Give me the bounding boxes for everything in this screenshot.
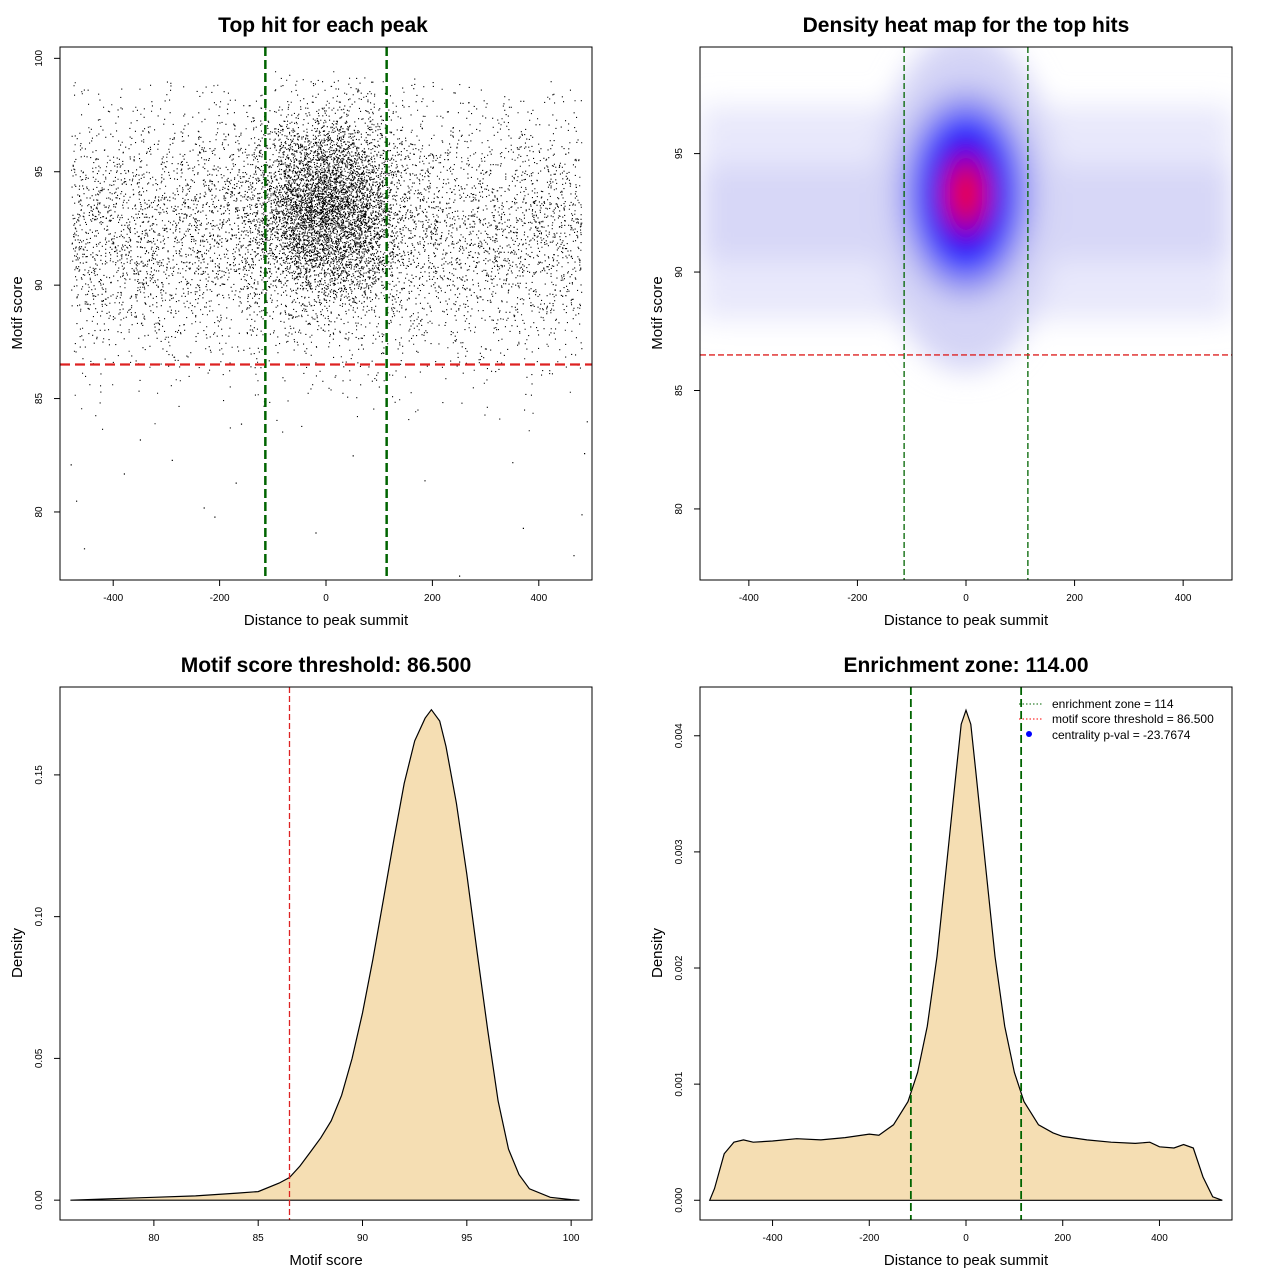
x-tick-label: 0 [323,593,329,604]
y-axis-label: Density [649,927,666,978]
y-tick-label: 85 [674,384,685,396]
legend-label: centrality p-val = -23.7674 [1052,728,1191,742]
y-tick-label: 0.15 [34,765,45,785]
panel-distance-density: Enrichment zone: 114.00 -400 -200 0 200 400 0… [649,654,1233,1269]
x-tick-label: 90 [357,1233,369,1244]
x-tick-label: -200 [859,1233,879,1244]
axis-ticks: -400 -200 0 200 400 80 85 90 95 [674,148,1192,604]
density-area [708,708,1223,1201]
axis-ticks: -400 -200 0 200 400 80 85 90 95 100 [34,50,548,604]
y-tick-label: 90 [674,266,685,278]
x-tick-label: -200 [847,593,867,604]
x-tick-label: -400 [763,1233,783,1244]
x-tick-label: 95 [461,1233,473,1244]
x-tick-label: 400 [1151,1233,1168,1244]
data-points [70,71,588,577]
y-tick-label: 0.003 [674,839,685,864]
heatmap-area [700,47,1232,371]
y-axis-label: Motif score [9,276,26,349]
panel-heatmap: Density heat map for the top hits -400 -2… [649,14,1233,629]
x-tick-label: 0 [963,593,969,604]
scatter-points [70,71,588,577]
y-tick-label: 0.05 [34,1048,45,1068]
y-tick-label: 0.00 [34,1190,45,1210]
reference-lines [60,47,592,580]
legend-swatch-pval [1026,731,1032,737]
y-tick-label: 95 [674,148,685,160]
y-tick-label: 85 [34,393,45,405]
y-tick-label: 95 [34,166,45,178]
y-axis-label: Motif score [649,276,666,349]
y-tick-label: 0.002 [674,955,685,980]
density-peak [952,169,980,218]
x-axis-label: Motif score [289,1252,362,1269]
y-tick-label: 0.004 [674,723,685,748]
axis-ticks: 80 85 90 95 100 0.00 0.05 0.10 0.15 [34,765,580,1244]
x-tick-label: 85 [253,1233,265,1244]
x-axis-label: Distance to peak summit [884,612,1049,629]
plot-frame [59,46,593,581]
axis-ticks: -400 -200 0 200 400 0.000 0.001 0.002 0.003 0.004 [674,723,1168,1244]
legend: enrichment zone = 114 motif score thresh… [1019,697,1214,742]
plot-frame [59,686,593,1221]
legend-label: enrichment zone = 114 [1052,697,1174,711]
density-area [70,708,580,1201]
y-tick-label: 90 [34,279,45,291]
density-field [700,47,1232,371]
reference-lines [909,687,1023,1220]
y-tick-label: 100 [34,50,45,67]
y-tick-label: 0.001 [674,1071,685,1096]
x-tick-label: -400 [103,593,123,604]
y-tick-label: 0.10 [34,906,45,926]
x-tick-label: -200 [210,593,230,604]
x-tick-label: 80 [148,1233,160,1244]
y-tick-label: 80 [34,506,45,518]
panel-score-density: Motif score threshold: 86.500 80 85 90 95 10… [9,654,593,1269]
y-tick-label: 80 [674,503,685,515]
y-tick-label: 0.000 [674,1187,685,1212]
chart-title: Top hit for each peak [218,14,428,37]
x-tick-label: 200 [1066,593,1083,604]
x-tick-label: 200 [424,593,441,604]
x-tick-label: -400 [739,593,759,604]
x-tick-label: 400 [1175,593,1192,604]
x-axis-label: Distance to peak summit [244,612,409,629]
panel-scatter: Top hit for each peak -400 -200 0 200 400 80 8… [9,14,593,629]
x-tick-label: 100 [563,1233,580,1244]
x-tick-label: 400 [530,593,547,604]
x-tick-label: 0 [963,1233,969,1244]
chart-title: Enrichment zone: 114.00 [843,654,1088,677]
x-tick-label: 200 [1054,1233,1071,1244]
legend-label: motif score threshold = 86.500 [1052,712,1214,726]
reference-lines [700,47,1232,580]
x-axis-label: Distance to peak summit [884,1252,1049,1269]
y-axis-label: Density [9,927,26,978]
chart-title: Motif score threshold: 86.500 [181,654,472,677]
chart-title: Density heat map for the top hits [803,14,1130,37]
